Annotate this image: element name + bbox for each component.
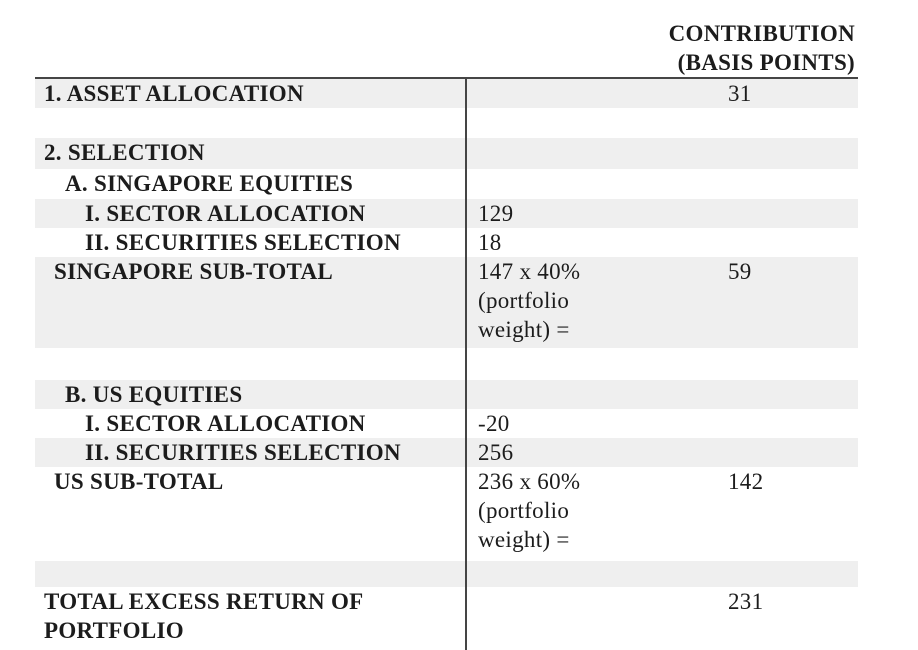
row-contribution: 142: [728, 469, 764, 494]
row-contribution: 59: [728, 259, 752, 284]
row-calculation: 18: [465, 228, 700, 257]
table-row-spacer: [35, 561, 858, 587]
row-calculation: [465, 108, 700, 138]
table-header-row: CONTRIBUTION (BASIS POINTS): [35, 10, 858, 77]
table-row-spacer: [35, 108, 858, 138]
row-label: I. SECTOR ALLOCATION: [85, 411, 366, 436]
row-contribution: [700, 228, 858, 257]
row-contribution: 231: [728, 589, 764, 614]
row-contribution: [700, 169, 858, 199]
row-label: [35, 348, 465, 380]
row-contribution: [700, 409, 858, 438]
table-row-singapore-equities: A. SINGAPORE EQUITIES: [35, 169, 858, 199]
performance-attribution-table: CONTRIBUTION (BASIS POINTS) 1. ASSET ALL…: [35, 0, 858, 650]
row-calculation: [465, 348, 700, 380]
contribution-column-header: CONTRIBUTION (BASIS POINTS): [668, 21, 855, 75]
row-label: SINGAPORE SUB-TOTAL: [54, 259, 333, 284]
row-label: US SUB-TOTAL: [54, 469, 224, 494]
row-contribution: [700, 108, 858, 138]
row-label: I. SECTOR ALLOCATION: [85, 201, 366, 226]
table-row-us-subtotal: US SUB-TOTAL 236 x 60% (portfolio weight…: [35, 467, 858, 561]
row-label: II. SECURITIES SELECTION: [85, 440, 401, 465]
row-calculation: -20: [465, 409, 700, 438]
row-calculation: 147 x 40% (portfolio weight) =: [465, 257, 700, 348]
table-body: 1. ASSET ALLOCATION 31 2. SELECTION A. S…: [35, 77, 858, 650]
row-label: 1. ASSET ALLOCATION: [44, 81, 304, 106]
table-row-us-equities: B. US EQUITIES: [35, 380, 858, 409]
row-calculation: [465, 380, 700, 409]
row-contribution: [700, 561, 858, 587]
table-row-selection: 2. SELECTION: [35, 138, 858, 169]
row-contribution: [700, 438, 858, 467]
row-label: A. SINGAPORE EQUITIES: [65, 171, 354, 196]
row-calculation: [465, 138, 700, 169]
row-label: TOTAL EXCESS RETURN OF PORTFOLIO: [44, 589, 364, 643]
row-contribution: [700, 138, 858, 169]
row-label: [35, 108, 465, 138]
row-calculation: [465, 169, 700, 199]
table-row-us-securities-selection: II. SECURITIES SELECTION 256: [35, 438, 858, 467]
table-row-singapore-subtotal: SINGAPORE SUB-TOTAL 147 x 40% (portfolio…: [35, 257, 858, 348]
row-calculation: [465, 79, 700, 108]
row-contribution: [700, 348, 858, 380]
table-row-total-excess-return: TOTAL EXCESS RETURN OF PORTFOLIO 231: [35, 587, 858, 650]
table-row-us-sector-allocation: I. SECTOR ALLOCATION -20: [35, 409, 858, 438]
row-label: [35, 561, 465, 587]
row-label: B. US EQUITIES: [65, 382, 243, 407]
row-label: 2. SELECTION: [44, 140, 205, 165]
row-contribution: [700, 199, 858, 228]
row-calculation: 256: [465, 438, 700, 467]
row-contribution: [700, 380, 858, 409]
row-calculation: [465, 587, 700, 650]
table-row-asset-allocation: 1. ASSET ALLOCATION 31: [35, 79, 858, 108]
row-calculation: [465, 561, 700, 587]
table-row-sg-sector-allocation: I. SECTOR ALLOCATION 129: [35, 199, 858, 228]
table-row-sg-securities-selection: II. SECURITIES SELECTION 18: [35, 228, 858, 257]
row-label: II. SECURITIES SELECTION: [85, 230, 401, 255]
row-calculation: 236 x 60% (portfolio weight) =: [465, 467, 700, 561]
row-calculation: 129: [465, 199, 700, 228]
row-contribution: 31: [728, 81, 752, 106]
table-row-spacer: [35, 348, 858, 380]
